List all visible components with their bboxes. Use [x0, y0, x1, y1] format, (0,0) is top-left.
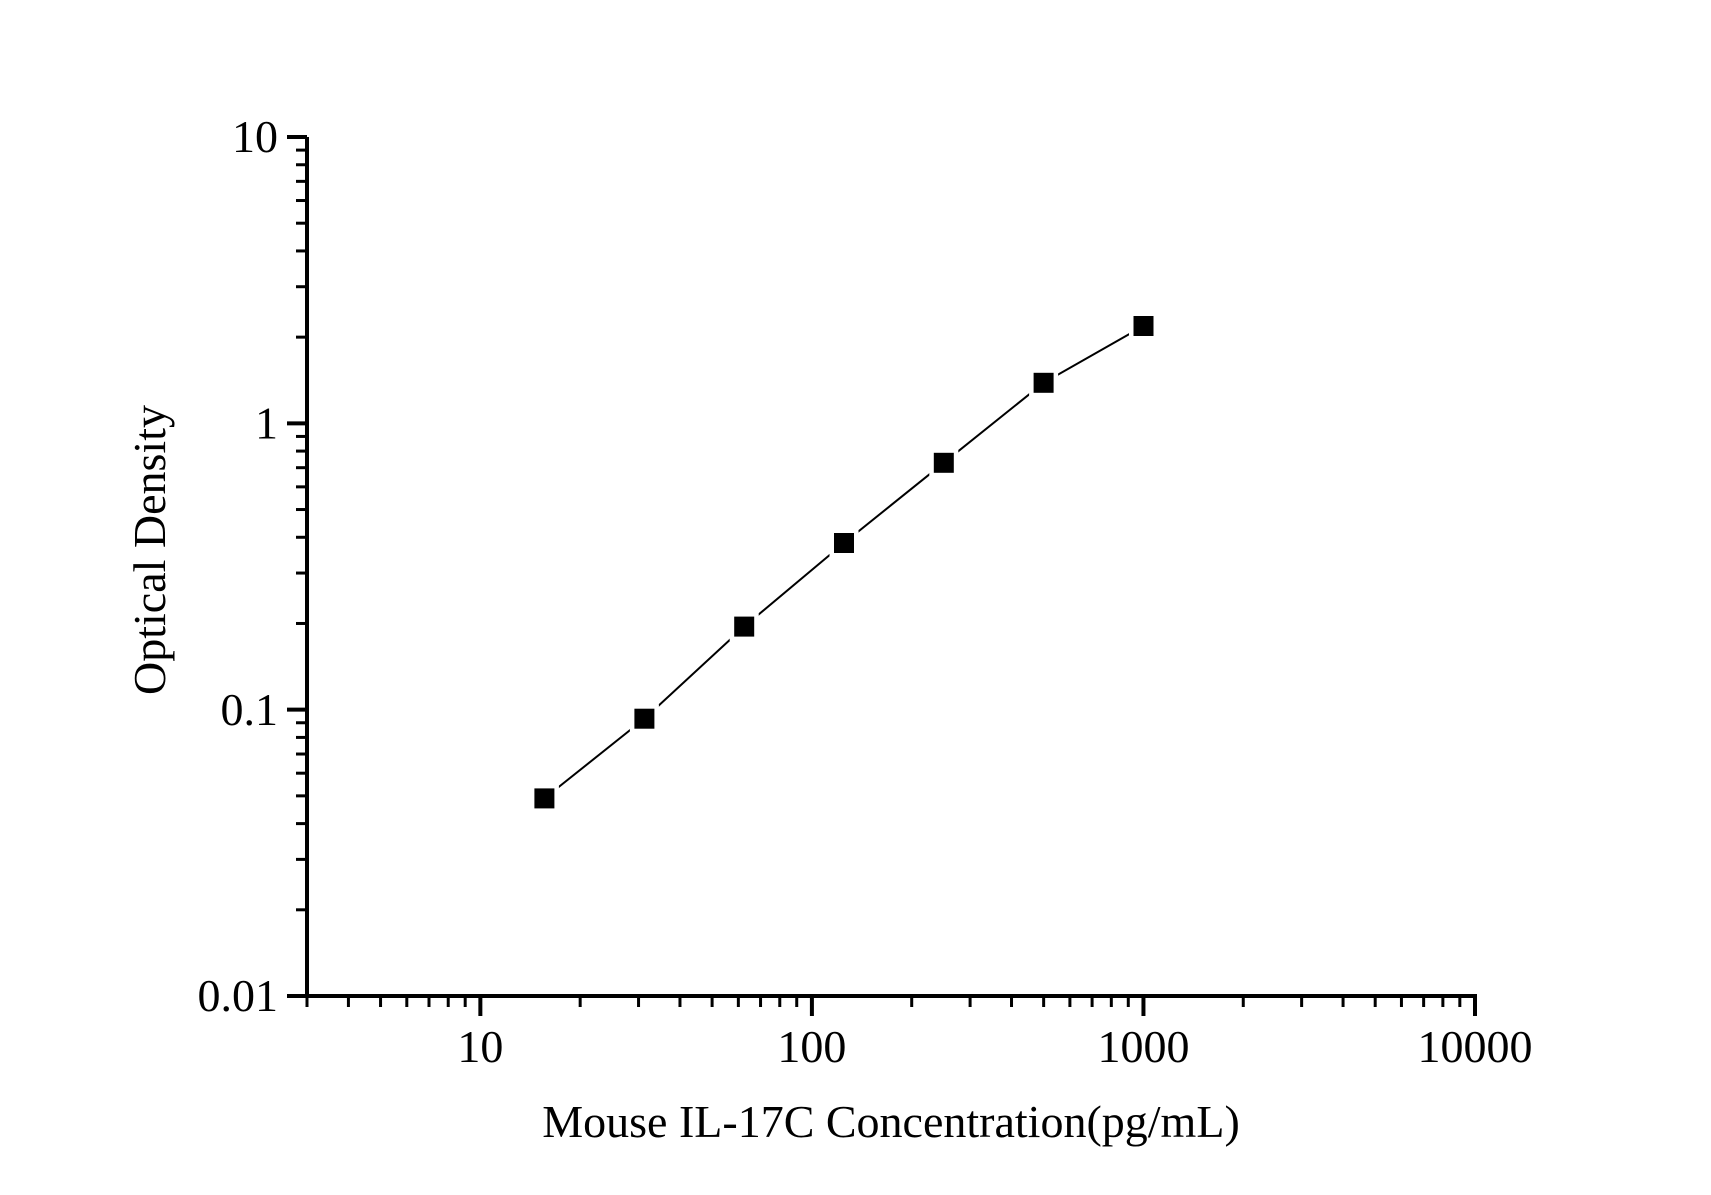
x-axis-ticks	[305, 996, 1477, 1016]
y-tick-label: 0.1	[221, 684, 279, 735]
y-tick-label: 10	[232, 111, 278, 162]
y-tick-label: 0.01	[198, 970, 279, 1021]
y-axis: 0.01 0.1 1 10	[198, 111, 309, 1021]
y-tick-label: 1	[255, 398, 278, 449]
x-tick-label: 10	[457, 1021, 503, 1072]
data-point-marker	[629, 704, 659, 734]
data-series	[529, 311, 1158, 813]
x-axis-tick-labels: 10 100 1000 10000	[457, 1021, 1532, 1072]
data-point-marker	[929, 448, 959, 478]
data-point-marker	[529, 783, 559, 813]
y-axis-ticks	[287, 135, 307, 998]
x-tick-label: 100	[777, 1021, 846, 1072]
x-tick-label: 1000	[1097, 1021, 1189, 1072]
y-axis-title: Optical Density	[124, 405, 175, 695]
data-point-marker	[829, 528, 859, 558]
data-point-marker	[1129, 311, 1158, 341]
x-tick-label: 10000	[1418, 1021, 1533, 1072]
data-point-marker	[1029, 368, 1059, 398]
x-axis: 10 100 1000 10000	[305, 994, 1533, 1072]
y-axis-tick-labels: 0.01 0.1 1 10	[198, 111, 279, 1021]
data-point-marker	[729, 612, 759, 642]
x-axis-title: Mouse IL-17C Concentration(pg/mL)	[542, 1096, 1240, 1147]
